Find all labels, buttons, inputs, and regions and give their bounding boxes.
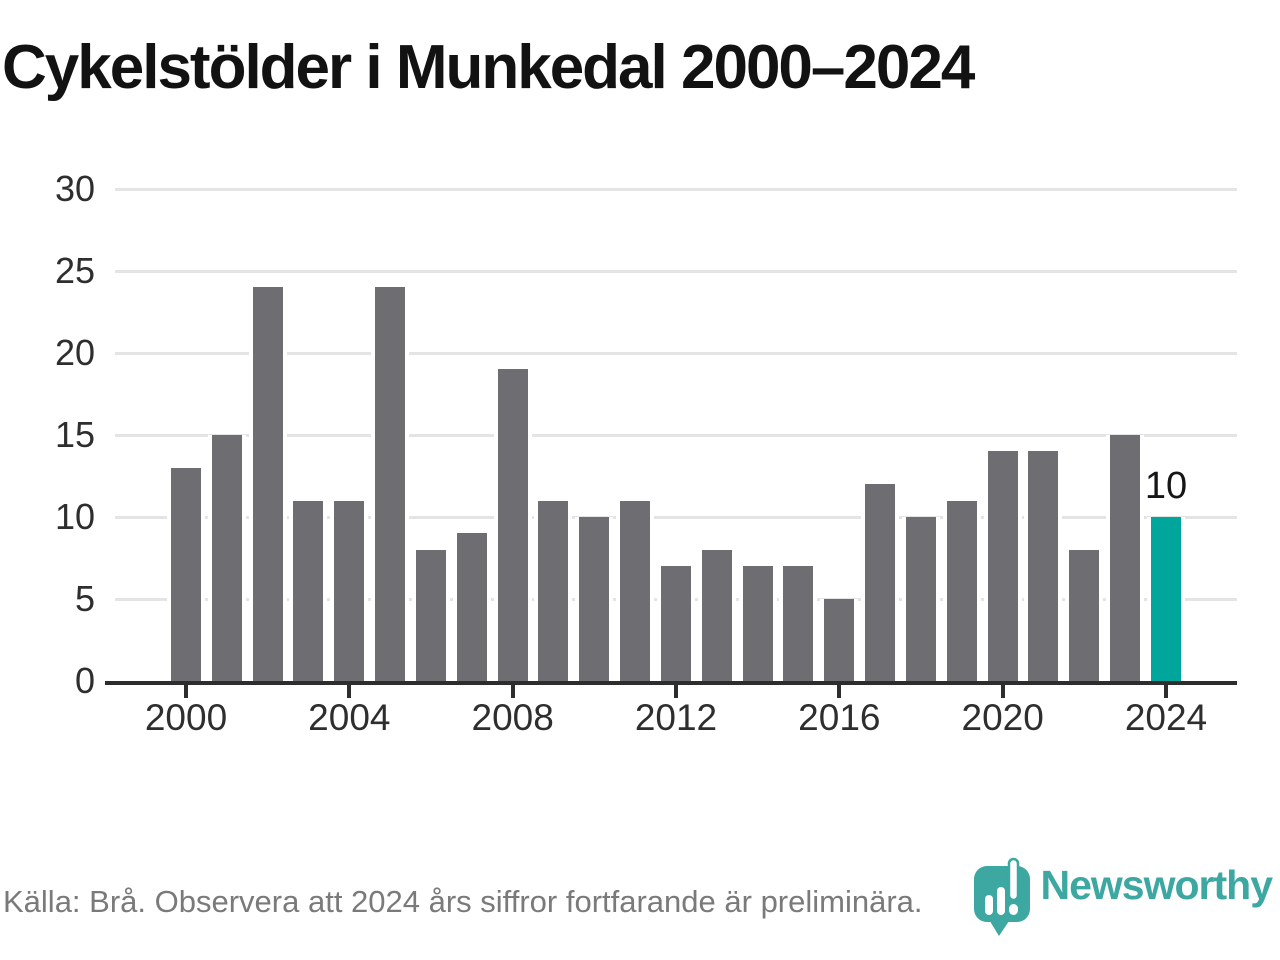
bar-2022 bbox=[1069, 549, 1100, 681]
x-tick-2024 bbox=[1163, 685, 1168, 698]
bar-2003 bbox=[293, 500, 324, 681]
bar-2012 bbox=[660, 566, 691, 681]
x-tick-label-2008: 2008 bbox=[471, 697, 554, 738]
y-tick-label-15: 15 bbox=[54, 414, 95, 455]
y-tick-label-20: 20 bbox=[54, 332, 95, 373]
source-note: Källa: Brå. Observera att 2024 års siffr… bbox=[3, 884, 923, 919]
y-tick-label-10: 10 bbox=[54, 496, 95, 537]
bar-2015 bbox=[783, 566, 814, 681]
bar-2000 bbox=[171, 467, 201, 681]
y-tick-label-0: 0 bbox=[74, 660, 95, 701]
bar-2002 bbox=[252, 287, 283, 681]
y-tick-label-5: 5 bbox=[74, 578, 95, 619]
x-tick-2008 bbox=[510, 685, 515, 698]
bar-2005 bbox=[375, 287, 406, 681]
bar-2010 bbox=[579, 517, 610, 681]
bar-2001 bbox=[211, 435, 242, 681]
bar-2019 bbox=[946, 500, 977, 681]
x-tick-label-2016: 2016 bbox=[798, 697, 881, 738]
x-tick-label-2004: 2004 bbox=[308, 697, 391, 738]
x-axis-line bbox=[105, 681, 1237, 685]
gridline-15 bbox=[115, 434, 1237, 437]
bar-2017 bbox=[865, 484, 896, 681]
x-tick-2016 bbox=[837, 685, 842, 698]
bar-2014 bbox=[742, 566, 773, 681]
x-tick-label-2020: 2020 bbox=[961, 697, 1044, 738]
plot-area: 0 5 10 15 20 25 30 2000 2004 2008 2012 2016 2020 202… bbox=[55, 168, 1237, 738]
y-tick-label-30: 30 bbox=[54, 168, 95, 209]
bar-2023 bbox=[1110, 435, 1141, 681]
gridline-25 bbox=[115, 270, 1237, 273]
y-tick-label-25: 25 bbox=[54, 250, 95, 291]
x-tick-label-2012: 2012 bbox=[634, 697, 718, 738]
bar-2006 bbox=[415, 549, 446, 681]
bar-2011 bbox=[620, 500, 651, 681]
bar-2024 bbox=[1150, 517, 1181, 681]
x-tick-label-2024: 2024 bbox=[1124, 697, 1208, 738]
bar-2018 bbox=[905, 517, 936, 681]
gridline-10 bbox=[115, 516, 1237, 519]
bar-2007 bbox=[456, 533, 487, 681]
bar-2004 bbox=[334, 500, 365, 681]
x-tick-2004 bbox=[347, 685, 352, 698]
gridline-20 bbox=[115, 352, 1237, 355]
bar-2016 bbox=[824, 599, 855, 681]
chart-title: Cykelstölder i Munkedal 2000–2024 bbox=[2, 33, 975, 102]
bar-2020 bbox=[987, 451, 1018, 681]
bar-2013 bbox=[701, 549, 732, 681]
bar-2008 bbox=[497, 369, 528, 681]
bar-value-annotation: 10 bbox=[1144, 465, 1188, 507]
newsworthy-pin-barchart-icon bbox=[973, 857, 1030, 936]
x-tick-2012 bbox=[673, 685, 678, 698]
bar-2021 bbox=[1028, 451, 1059, 681]
newsworthy-logo: Newsworthy bbox=[972, 856, 1273, 936]
x-tick-label-2000: 2000 bbox=[144, 697, 228, 738]
gridline-30 bbox=[115, 188, 1237, 191]
logo-wordmark: Newsworthy bbox=[1040, 862, 1273, 908]
x-tick-2020 bbox=[1000, 685, 1005, 698]
bar-2009 bbox=[538, 500, 569, 681]
x-tick-2000 bbox=[184, 685, 188, 698]
